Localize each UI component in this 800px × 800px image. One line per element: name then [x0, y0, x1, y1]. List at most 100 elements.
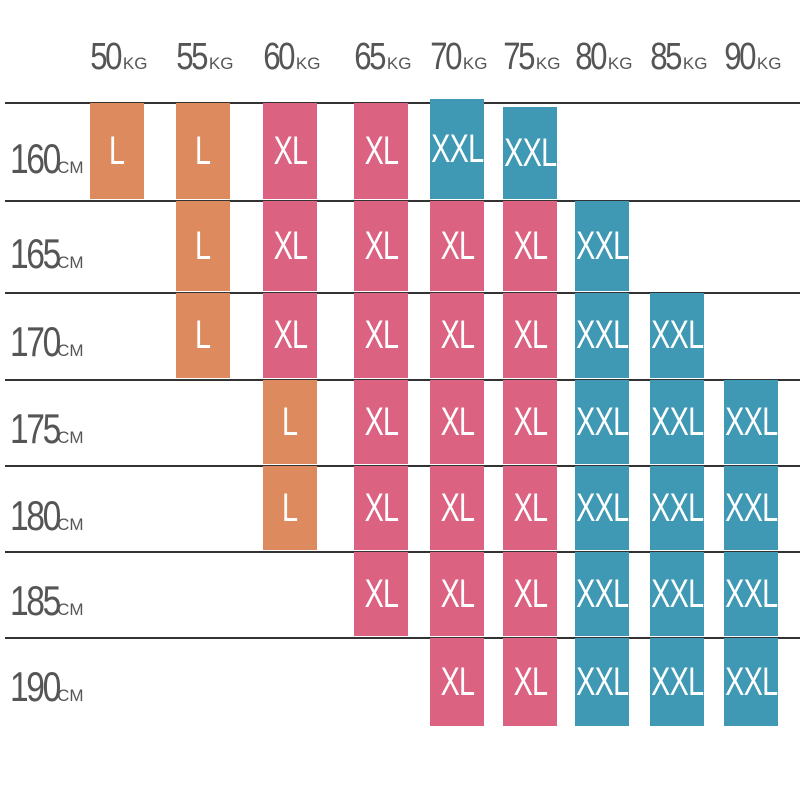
size-cell-xxl: XXL: [575, 380, 629, 464]
size-cell-xxl: XXL: [650, 466, 704, 550]
height-unit: CM: [57, 600, 84, 619]
size-label: XXL: [724, 659, 778, 704]
size-cell-xl: XL: [354, 103, 408, 199]
size-label: XL: [364, 223, 399, 268]
weight-unit: KG: [607, 54, 633, 73]
weight-header: 80 KG: [562, 36, 642, 86]
weight-header: 65 KG: [341, 36, 421, 86]
height-label: 190CM: [10, 663, 100, 723]
height-unit: CM: [57, 428, 84, 447]
weight-unit: KG: [386, 54, 412, 73]
size-label: XL: [364, 399, 399, 444]
height-label: 175CM: [10, 405, 100, 465]
size-label: XXL: [724, 399, 778, 444]
size-label: XL: [364, 571, 399, 616]
size-label: XXL: [575, 659, 629, 704]
weight-unit: KG: [295, 54, 321, 73]
size-cell-xl: XL: [263, 103, 317, 199]
size-label: L: [109, 128, 125, 173]
size-cell-xxl: XXL: [575, 466, 629, 550]
height-value: 175: [10, 405, 61, 452]
size-label: XXL: [430, 126, 484, 171]
size-label: XXL: [575, 399, 629, 444]
height-value: 185: [10, 577, 61, 624]
size-label: XXL: [575, 571, 629, 616]
size-cell-l: L: [176, 201, 230, 291]
weight-value: 55: [175, 36, 208, 78]
size-cell-xxl: XXL: [724, 466, 778, 550]
weight-header: 50 KG: [77, 36, 157, 86]
size-cell-l: L: [176, 103, 230, 199]
size-cell-xl: XL: [503, 552, 557, 636]
height-unit: CM: [57, 341, 84, 360]
size-label: XL: [273, 128, 308, 173]
size-cell-xl: XL: [430, 466, 484, 550]
height-label: 160CM: [10, 135, 100, 195]
size-cell-xl: XL: [430, 380, 484, 464]
height-unit: CM: [57, 158, 84, 177]
size-label: XXL: [650, 399, 704, 444]
weight-unit: KG: [208, 54, 234, 73]
size-cell-xxl: XXL: [503, 107, 557, 199]
height-label: 165CM: [10, 230, 100, 290]
height-value: 190: [10, 663, 61, 710]
height-unit: CM: [57, 515, 84, 534]
size-label: XL: [513, 223, 548, 268]
size-label: XXL: [575, 313, 629, 357]
size-label: XL: [273, 223, 308, 268]
size-label: XXL: [650, 313, 704, 357]
size-cell-xl: XL: [503, 380, 557, 464]
weight-value: 90: [723, 36, 756, 78]
size-cell-xl: XL: [354, 293, 408, 378]
size-cell-xl: XL: [263, 293, 317, 378]
weight-value: 80: [574, 36, 607, 78]
height-unit: CM: [57, 686, 84, 705]
height-label: 180CM: [10, 492, 100, 552]
size-cell-xl: XL: [263, 201, 317, 291]
size-label: XXL: [650, 571, 704, 616]
weight-unit: KG: [682, 54, 708, 73]
weight-header: 55 KG: [163, 36, 243, 86]
size-label: XL: [513, 313, 548, 357]
size-label: XXL: [724, 485, 778, 530]
size-label: XL: [273, 313, 308, 357]
height-value: 170: [10, 318, 61, 365]
size-cell-xl: XL: [503, 466, 557, 550]
grid-line: [5, 637, 800, 639]
height-unit: CM: [57, 253, 84, 272]
size-cell-xxl: XXL: [650, 638, 704, 726]
size-cell-xl: XL: [354, 201, 408, 291]
size-cell-xxl: XXL: [575, 638, 629, 726]
size-label: XL: [440, 571, 475, 616]
size-cell-xl: XL: [503, 201, 557, 291]
size-cell-l: L: [90, 103, 144, 199]
size-label: L: [282, 399, 298, 444]
height-value: 180: [10, 492, 61, 539]
size-cell-xl: XL: [430, 201, 484, 291]
size-cell-xxl: XXL: [650, 293, 704, 378]
size-label: XXL: [575, 485, 629, 530]
weight-header: 60 KG: [250, 36, 330, 86]
weight-unit: KG: [535, 54, 561, 73]
size-label: L: [195, 313, 211, 357]
weight-header: 85 KG: [637, 36, 717, 86]
size-label: XL: [513, 485, 548, 530]
size-label: XXL: [575, 223, 629, 268]
size-cell-xxl: XXL: [724, 638, 778, 726]
height-label: 185CM: [10, 577, 100, 637]
size-label: XXL: [650, 659, 704, 704]
size-label: XL: [513, 659, 548, 704]
size-cell-xl: XL: [503, 293, 557, 378]
size-cell-xl: XL: [354, 380, 408, 464]
weight-unit: KG: [756, 54, 782, 73]
size-label: XL: [513, 399, 548, 444]
size-label: XL: [364, 128, 399, 173]
size-cell-xxl: XXL: [650, 552, 704, 636]
size-label: XL: [440, 223, 475, 268]
weight-value: 85: [649, 36, 682, 78]
size-cell-xxl: XXL: [430, 99, 484, 199]
height-value: 160: [10, 135, 61, 182]
size-label: XL: [364, 313, 399, 357]
height-label: 170CM: [10, 318, 100, 378]
